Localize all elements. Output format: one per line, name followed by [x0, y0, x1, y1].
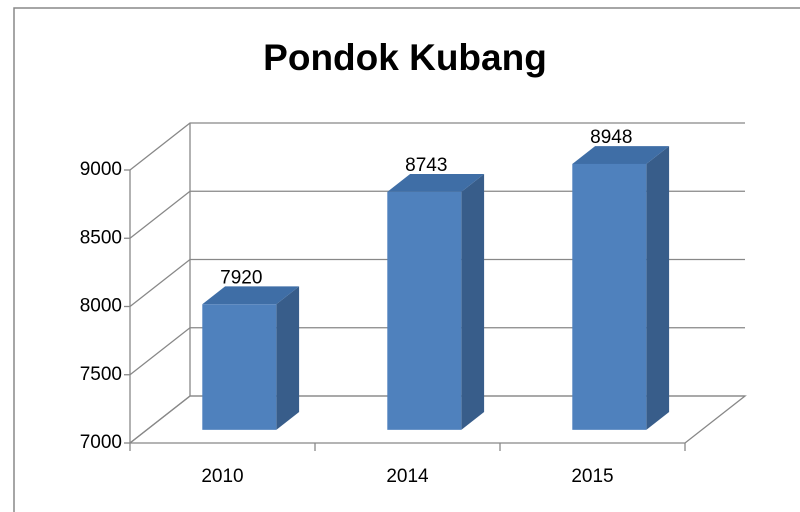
bar [572, 163, 647, 430]
grid-line [129, 395, 745, 444]
grid-line [129, 190, 745, 239]
bar-side [276, 286, 300, 430]
data-label: 7920 [220, 267, 262, 288]
bar [387, 191, 462, 430]
bar-side [461, 174, 485, 430]
y-tick-label: 8000 [80, 296, 122, 317]
y-tick-label: 8500 [80, 227, 122, 248]
bar-top [572, 146, 670, 164]
bar [202, 304, 277, 430]
grid-line [129, 258, 745, 308]
grid-line [129, 122, 745, 171]
grid-line [129, 327, 745, 376]
bar-top [387, 174, 485, 192]
y-tick-label: 7000 [80, 432, 122, 453]
y-tick-label: 9000 [80, 159, 122, 180]
data-label: 8948 [590, 127, 632, 148]
bar-top [202, 286, 300, 305]
y-tick-label: 7500 [80, 364, 122, 385]
chart-title: Pondok Kubang [263, 37, 547, 78]
x-tick-label: 2015 [571, 466, 613, 487]
bar-side [646, 146, 670, 430]
x-tick-label: 2010 [201, 466, 243, 487]
data-label: 8743 [405, 155, 447, 176]
x-tick-label: 2014 [386, 466, 429, 487]
